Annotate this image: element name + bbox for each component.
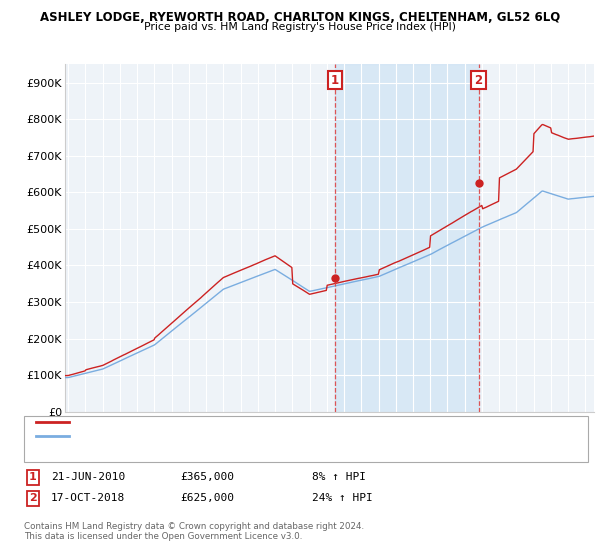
Text: 2: 2 [475, 73, 482, 87]
Text: ASHLEY LODGE, RYEWORTH ROAD, CHARLTON KINGS, CHELTENHAM, GL52 6LQ (detache: ASHLEY LODGE, RYEWORTH ROAD, CHARLTON KI… [75, 417, 508, 427]
Text: 2: 2 [29, 493, 37, 503]
Text: 24% ↑ HPI: 24% ↑ HPI [312, 493, 373, 503]
Text: £365,000: £365,000 [180, 472, 234, 482]
Text: £625,000: £625,000 [180, 493, 234, 503]
Text: 17-OCT-2018: 17-OCT-2018 [51, 493, 125, 503]
Text: 8% ↑ HPI: 8% ↑ HPI [312, 472, 366, 482]
Text: Price paid vs. HM Land Registry's House Price Index (HPI): Price paid vs. HM Land Registry's House … [144, 22, 456, 32]
Bar [335, 64, 479, 412]
Text: Contains HM Land Registry data © Crown copyright and database right 2024.
This d: Contains HM Land Registry data © Crown c… [24, 522, 364, 542]
Text: 21-JUN-2010: 21-JUN-2010 [51, 472, 125, 482]
Text: 1: 1 [331, 73, 339, 87]
Text: 1: 1 [29, 472, 37, 482]
Text: HPI: Average price, detached house, Cheltenham: HPI: Average price, detached house, Chel… [75, 431, 316, 441]
Text: ASHLEY LODGE, RYEWORTH ROAD, CHARLTON KINGS, CHELTENHAM, GL52 6LQ: ASHLEY LODGE, RYEWORTH ROAD, CHARLTON KI… [40, 11, 560, 24]
